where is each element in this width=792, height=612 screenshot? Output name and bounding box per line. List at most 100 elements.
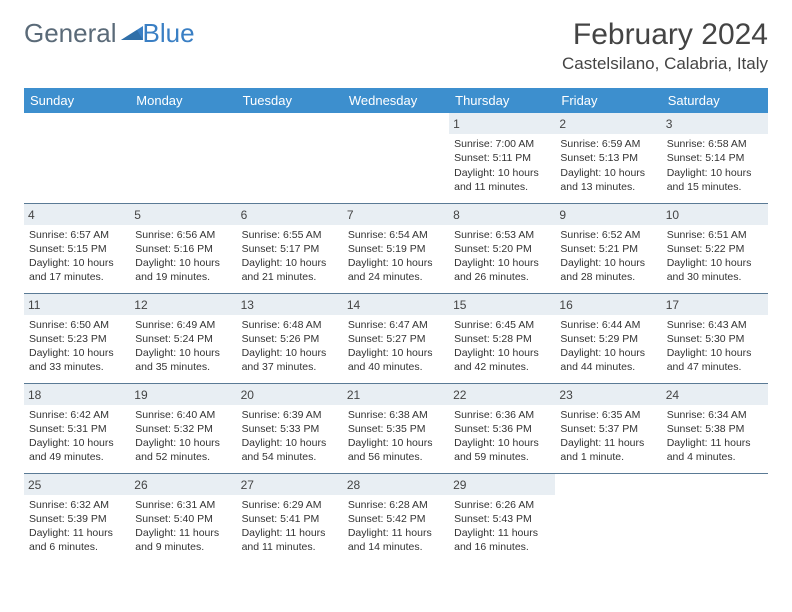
calendar-row: 4Sunrise: 6:57 AMSunset: 5:15 PMDaylight… (24, 203, 768, 293)
calendar-cell: 24Sunrise: 6:34 AMSunset: 5:38 PMDayligh… (662, 383, 768, 473)
day-info: Sunrise: 6:57 AMSunset: 5:15 PMDaylight:… (29, 228, 125, 285)
calendar-cell: 13 Sunrise: 6:48 AMSunset: 5:26 PMDayligh… (237, 293, 343, 383)
day-info: Sunrise: 6:32 AMSunset: 5:39 PMDaylight:… (29, 498, 125, 555)
sunrise-text: Sunrise: 6:50 AM (29, 318, 125, 332)
daylight-text: Daylight: 11 hours and 4 minutes. (667, 436, 763, 464)
sunset-text: Sunset: 5:11 PM (454, 151, 550, 165)
sunset-text: Sunset: 5:20 PM (454, 242, 550, 256)
calendar-cell: 15Sunrise: 6:45 AMSunset: 5:28 PMDayligh… (449, 293, 555, 383)
sunset-text: Sunset: 5:22 PM (667, 242, 763, 256)
sunrise-text: Sunrise: 6:52 AM (560, 228, 656, 242)
day-number: 14 (343, 294, 449, 315)
sunset-text: Sunset: 5:38 PM (667, 422, 763, 436)
calendar-cell: 11Sunrise: 6:50 AMSunset: 5:23 PMDayligh… (24, 293, 130, 383)
sunset-text: Sunset: 5:13 PM (560, 151, 656, 165)
sunset-text: Sunset: 5:42 PM (348, 512, 444, 526)
calendar-cell (130, 113, 236, 203)
day-number: 25 (24, 474, 130, 495)
day-number: 19 (130, 384, 236, 405)
calendar-cell (237, 113, 343, 203)
day-info: Sunrise: 6:50 AMSunset: 5:23 PMDaylight:… (29, 318, 125, 375)
day-number: 13 (237, 294, 343, 315)
sunrise-text: Sunrise: 6:35 AM (560, 408, 656, 422)
day-number: 29 (449, 474, 555, 495)
day-info: Sunrise: 6:59 AMSunset: 5:13 PMDaylight:… (560, 137, 656, 194)
sunrise-text: Sunrise: 6:49 AM (135, 318, 231, 332)
sunset-text: Sunset: 5:17 PM (242, 242, 338, 256)
sunrise-text: Sunrise: 6:45 AM (454, 318, 550, 332)
sunset-text: Sunset: 5:28 PM (454, 332, 550, 346)
calendar-cell: 26Sunrise: 6:31 AMSunset: 5:40 PMDayligh… (130, 473, 236, 563)
day-info: Sunrise: 6:56 AMSunset: 5:16 PMDaylight:… (135, 228, 231, 285)
sunset-text: Sunset: 5:24 PM (135, 332, 231, 346)
day-number: 16 (555, 294, 661, 315)
daylight-text: Daylight: 10 hours and 30 minutes. (667, 256, 763, 284)
day-info: Sunrise: 6:53 AMSunset: 5:20 PMDaylight:… (454, 228, 550, 285)
day-number: 24 (662, 384, 768, 405)
calendar-row: 25 Sunrise: 6:32 AMSunset: 5:39 PMDayligh… (24, 473, 768, 563)
calendar-cell: 3Sunrise: 6:58 AMSunset: 5:14 PMDaylight… (662, 113, 768, 203)
day-info: Sunrise: 6:54 AMSunset: 5:19 PMDaylight:… (348, 228, 444, 285)
sunset-text: Sunset: 5:31 PM (29, 422, 125, 436)
sunrise-text: Sunrise: 6:44 AM (560, 318, 656, 332)
daylight-text: Daylight: 11 hours and 1 minute. (560, 436, 656, 464)
day-number: 18 (24, 384, 130, 405)
sunrise-text: Sunrise: 6:58 AM (667, 137, 763, 151)
sunset-text: Sunset: 5:26 PM (242, 332, 338, 346)
sunrise-text: Sunrise: 6:56 AM (135, 228, 231, 242)
calendar-cell (24, 113, 130, 203)
sunset-text: Sunset: 5:27 PM (348, 332, 444, 346)
daylight-text: Daylight: 11 hours and 14 minutes. (348, 526, 444, 554)
day-number: 1 (449, 113, 555, 134)
day-number: 7 (343, 204, 449, 225)
calendar-cell: 4Sunrise: 6:57 AMSunset: 5:15 PMDaylight… (24, 203, 130, 293)
day-info: Sunrise: 6:38 AMSunset: 5:35 PMDaylight:… (348, 408, 444, 465)
sunrise-text: Sunrise: 6:53 AM (454, 228, 550, 242)
daylight-text: Daylight: 10 hours and 52 minutes. (135, 436, 231, 464)
sunset-text: Sunset: 5:32 PM (135, 422, 231, 436)
title-block: February 2024 Castelsilano, Calabria, It… (562, 18, 768, 74)
calendar-cell (343, 113, 449, 203)
month-title: February 2024 (562, 18, 768, 52)
calendar-row: 18 Sunrise: 6:42 AMSunset: 5:31 PM Dayligh… (24, 383, 768, 473)
calendar-table: SundayMondayTuesdayWednesdayThursdayFrid… (24, 88, 768, 563)
sunset-text: Sunset: 5:14 PM (667, 151, 763, 165)
logo-triangle-icon (119, 18, 145, 49)
daylight-text: Daylight: 11 hours and 11 minutes. (242, 526, 338, 554)
calendar-cell: 27Sunrise: 6:29 AMSunset: 5:41 PMDayligh… (237, 473, 343, 563)
calendar-cell (555, 473, 661, 563)
day-info: Sunrise: 6:39 AMSunset: 5:33 PMDaylight:… (242, 408, 338, 465)
calendar-cell: 7 Sunrise: 6:54 AMSunset: 5:19 PMDaylight… (343, 203, 449, 293)
weekday-header: Sunday (24, 88, 130, 113)
day-number: 10 (662, 204, 768, 225)
daylight-text: Daylight: 10 hours and 33 minutes. (29, 346, 125, 374)
calendar-cell: 19 Sunrise: 6:40 AMSunset: 5:32 PMDayligh… (130, 383, 236, 473)
sunrise-text: Sunrise: 6:40 AM (135, 408, 231, 422)
sunrise-text: Sunrise: 6:39 AM (242, 408, 338, 422)
weekday-header: Saturday (662, 88, 768, 113)
calendar-cell: 17Sunrise: 6:43 AMSunset: 5:30 PMDayligh… (662, 293, 768, 383)
day-info: Sunrise: 6:51 AMSunset: 5:22 PMDaylight:… (667, 228, 763, 285)
day-number: 26 (130, 474, 236, 495)
day-number: 28 (343, 474, 449, 495)
daylight-text: Daylight: 10 hours and 37 minutes. (242, 346, 338, 374)
weekday-header: Friday (555, 88, 661, 113)
sunset-text: Sunset: 5:43 PM (454, 512, 550, 526)
sunset-text: Sunset: 5:23 PM (29, 332, 125, 346)
sunrise-text: Sunrise: 6:42 AM (29, 408, 125, 422)
calendar-cell: 20 Sunrise: 6:39 AMSunset: 5:33 PMDayligh… (237, 383, 343, 473)
calendar-cell: 25 Sunrise: 6:32 AMSunset: 5:39 PMDayligh… (24, 473, 130, 563)
logo: General Blue (24, 18, 195, 49)
daylight-text: Daylight: 10 hours and 59 minutes. (454, 436, 550, 464)
sunrise-text: Sunrise: 6:51 AM (667, 228, 763, 242)
calendar-cell: 16Sunrise: 6:44 AMSunset: 5:29 PMDayligh… (555, 293, 661, 383)
daylight-text: Daylight: 10 hours and 24 minutes. (348, 256, 444, 284)
calendar-row: 1Sunrise: 7:00 AMSunset: 5:11 PMDaylight… (24, 113, 768, 203)
day-number: 20 (237, 384, 343, 405)
sunset-text: Sunset: 5:29 PM (560, 332, 656, 346)
day-info: Sunrise: 6:58 AMSunset: 5:14 PMDaylight:… (667, 137, 763, 194)
day-info: Sunrise: 6:47 AMSunset: 5:27 PMDaylight:… (348, 318, 444, 375)
logo-text-blue: Blue (143, 18, 195, 48)
sunrise-text: Sunrise: 6:48 AM (242, 318, 338, 332)
sunrise-text: Sunrise: 6:43 AM (667, 318, 763, 332)
